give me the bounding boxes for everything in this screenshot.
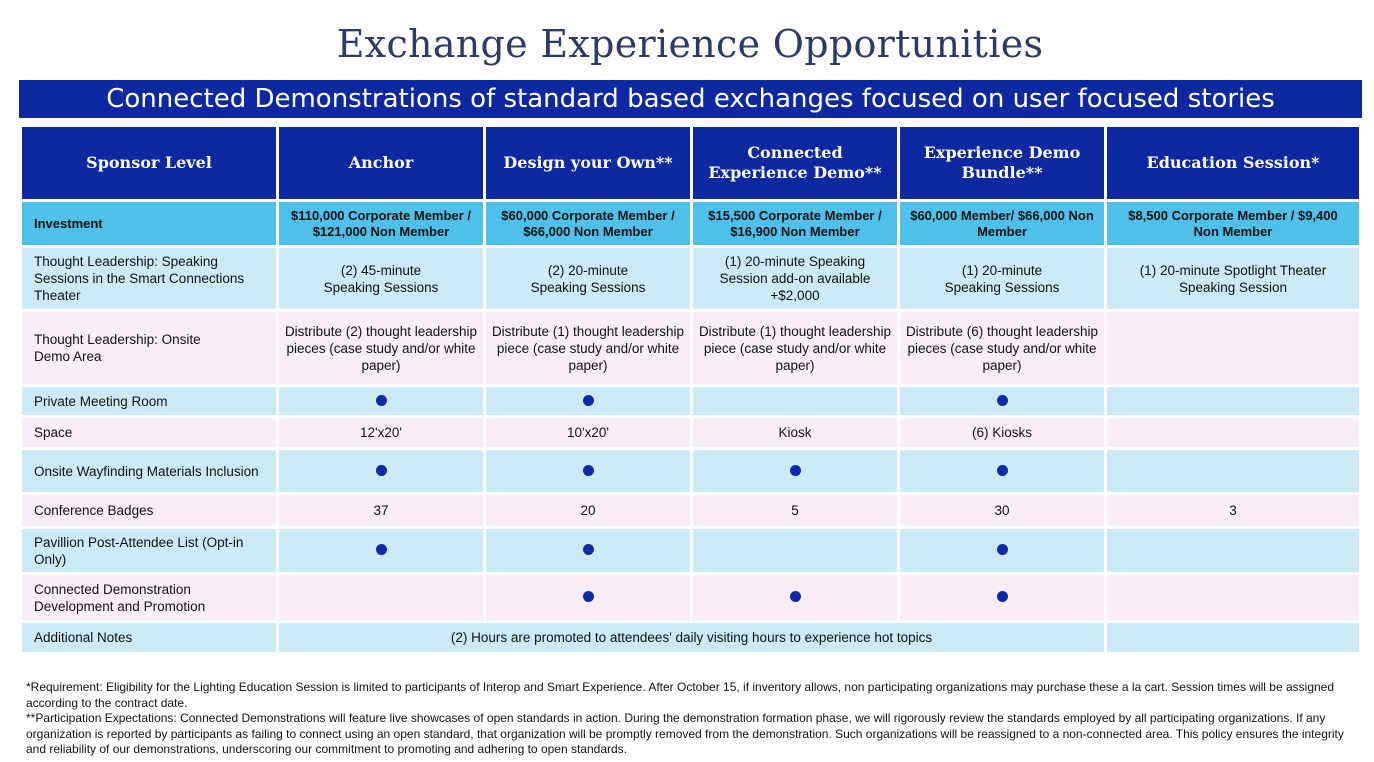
table-cell: 30 bbox=[900, 495, 1104, 526]
table-cell bbox=[279, 529, 483, 572]
meeting-room-row: Private Meeting Room bbox=[22, 387, 1359, 415]
table-cell: (2) 45-minute Speaking Sessions bbox=[279, 248, 483, 309]
row-label: Connected Demonstration Development and … bbox=[22, 575, 276, 620]
header-anchor: Anchor bbox=[279, 127, 483, 199]
footnote-participation: **Participation Expectations: Connected … bbox=[26, 711, 1344, 756]
included-dot-icon bbox=[582, 464, 594, 476]
header-sponsor-level: Sponsor Level bbox=[22, 127, 276, 199]
row-label: Conference Badges bbox=[22, 495, 276, 526]
included-dot-icon bbox=[375, 394, 387, 406]
included-dot-icon bbox=[582, 544, 594, 555]
table-cell bbox=[693, 387, 897, 415]
table-cell bbox=[1107, 575, 1359, 620]
table-cell bbox=[486, 575, 690, 620]
header-connected-experience-demo: Connected Experience Demo** bbox=[693, 127, 897, 199]
investment-cell: $60,000 Member/ $66,000 Non Member bbox=[900, 202, 1104, 245]
table-cell: 10'x20' bbox=[486, 418, 690, 447]
table-cell: Distribute (1) thought leadership piece … bbox=[693, 312, 897, 384]
table-cell: (6) Kiosks bbox=[900, 418, 1104, 447]
table-cell bbox=[486, 450, 690, 492]
table-cell bbox=[900, 529, 1104, 572]
connected-demo-row: Connected Demonstration Development and … bbox=[22, 575, 1359, 620]
sponsorship-table: Sponsor Level Anchor Design your Own** C… bbox=[19, 124, 1362, 655]
row-label: Onsite Wayfinding Materials Inclusion bbox=[22, 450, 276, 492]
table-cell: 20 bbox=[486, 495, 690, 526]
subtitle-banner: Connected Demonstrations of standard bas… bbox=[19, 80, 1362, 118]
row-label: Thought Leadership: Speaking Sessions in… bbox=[22, 248, 276, 309]
table-cell bbox=[900, 450, 1104, 492]
table-cell: (1) 20-minute Speaking Sessions bbox=[900, 248, 1104, 309]
notes-cell: (2) Hours are promoted to attendees' dai… bbox=[279, 623, 1104, 652]
header-design-your-own: Design your Own** bbox=[486, 127, 690, 199]
included-dot-icon bbox=[789, 591, 801, 602]
table-cell bbox=[693, 450, 897, 492]
table-cell bbox=[486, 529, 690, 572]
investment-cell: $60,000 Corporate Member / $66,000 Non M… bbox=[486, 202, 690, 245]
row-label: Additional Notes bbox=[22, 623, 276, 652]
investment-cell: $15,500 Corporate Member / $16,900 Non M… bbox=[693, 202, 897, 245]
investment-cell: $8,500 Corporate Member / $9,400 Non Mem… bbox=[1107, 202, 1359, 245]
table-cell: 3 bbox=[1107, 495, 1359, 526]
table-cell: (1) 20-minute Spotlight Theater Speaking… bbox=[1107, 248, 1359, 309]
header-education-session: Education Session* bbox=[1107, 127, 1359, 199]
included-dot-icon bbox=[996, 591, 1008, 602]
table-cell bbox=[1107, 418, 1359, 447]
header-experience-demo-bundle: Experience Demo Bundle** bbox=[900, 127, 1104, 199]
table-cell bbox=[279, 450, 483, 492]
header-row: Sponsor Level Anchor Design your Own** C… bbox=[22, 127, 1359, 199]
table-cell: 12'x20' bbox=[279, 418, 483, 447]
footnote-requirement: *Requirement: Eligibility for the Lighti… bbox=[26, 680, 1335, 710]
table-cell bbox=[900, 387, 1104, 415]
table-cell bbox=[693, 529, 897, 572]
table-cell bbox=[1107, 623, 1359, 652]
speaking-sessions-row: Thought Leadership: Speaking Sessions in… bbox=[22, 248, 1359, 309]
table-cell bbox=[279, 387, 483, 415]
table-cell bbox=[1107, 312, 1359, 384]
badges-row: Conference Badges 37 20 5 30 3 bbox=[22, 495, 1359, 526]
table-cell bbox=[1107, 387, 1359, 415]
included-dot-icon bbox=[375, 544, 387, 555]
additional-notes-row: Additional Notes (2) Hours are promoted … bbox=[22, 623, 1359, 652]
included-dot-icon bbox=[789, 464, 801, 476]
table-cell bbox=[279, 575, 483, 620]
demo-area-row: Thought Leadership: Onsite Demo Area Dis… bbox=[22, 312, 1359, 384]
table-cell bbox=[1107, 450, 1359, 492]
table-cell: Distribute (6) thought leadership pieces… bbox=[900, 312, 1104, 384]
table-cell: (1) 20-minute Speaking Session add-on av… bbox=[693, 248, 897, 309]
row-label: Private Meeting Room bbox=[22, 387, 276, 415]
investment-cell: $110,000 Corporate Member / $121,000 Non… bbox=[279, 202, 483, 245]
table-cell: (2) 20-minute Speaking Sessions bbox=[486, 248, 690, 309]
included-dot-icon bbox=[582, 591, 594, 602]
table-cell bbox=[900, 575, 1104, 620]
table-cell: 37 bbox=[279, 495, 483, 526]
space-row: Space 12'x20' 10'x20' Kiosk (6) Kiosks bbox=[22, 418, 1359, 447]
table-cell bbox=[1107, 529, 1359, 572]
included-dot-icon bbox=[996, 544, 1008, 555]
included-dot-icon bbox=[375, 464, 387, 476]
row-label: Investment bbox=[22, 202, 276, 245]
row-label: Pavillion Post-Attendee List (Opt-in Onl… bbox=[22, 529, 276, 572]
table-cell bbox=[693, 575, 897, 620]
row-label: Space bbox=[22, 418, 276, 447]
table-cell: Kiosk bbox=[693, 418, 897, 447]
table-cell: Distribute (2) thought leadership pieces… bbox=[279, 312, 483, 384]
included-dot-icon bbox=[996, 394, 1008, 406]
included-dot-icon bbox=[582, 394, 594, 406]
included-dot-icon bbox=[996, 464, 1008, 476]
attendee-list-row: Pavillion Post-Attendee List (Opt-in Onl… bbox=[22, 529, 1359, 572]
row-label: Thought Leadership: Onsite Demo Area bbox=[22, 312, 276, 384]
footnotes: *Requirement: Eligibility for the Lighti… bbox=[26, 680, 1356, 758]
page-title: Exchange Experience Opportunities bbox=[336, 22, 1044, 66]
investment-row: Investment $110,000 Corporate Member / $… bbox=[22, 202, 1359, 245]
wayfinding-row: Onsite Wayfinding Materials Inclusion bbox=[22, 450, 1359, 492]
table-cell: Distribute (1) thought leadership piece … bbox=[486, 312, 690, 384]
table-cell: 5 bbox=[693, 495, 897, 526]
table-cell bbox=[486, 387, 690, 415]
